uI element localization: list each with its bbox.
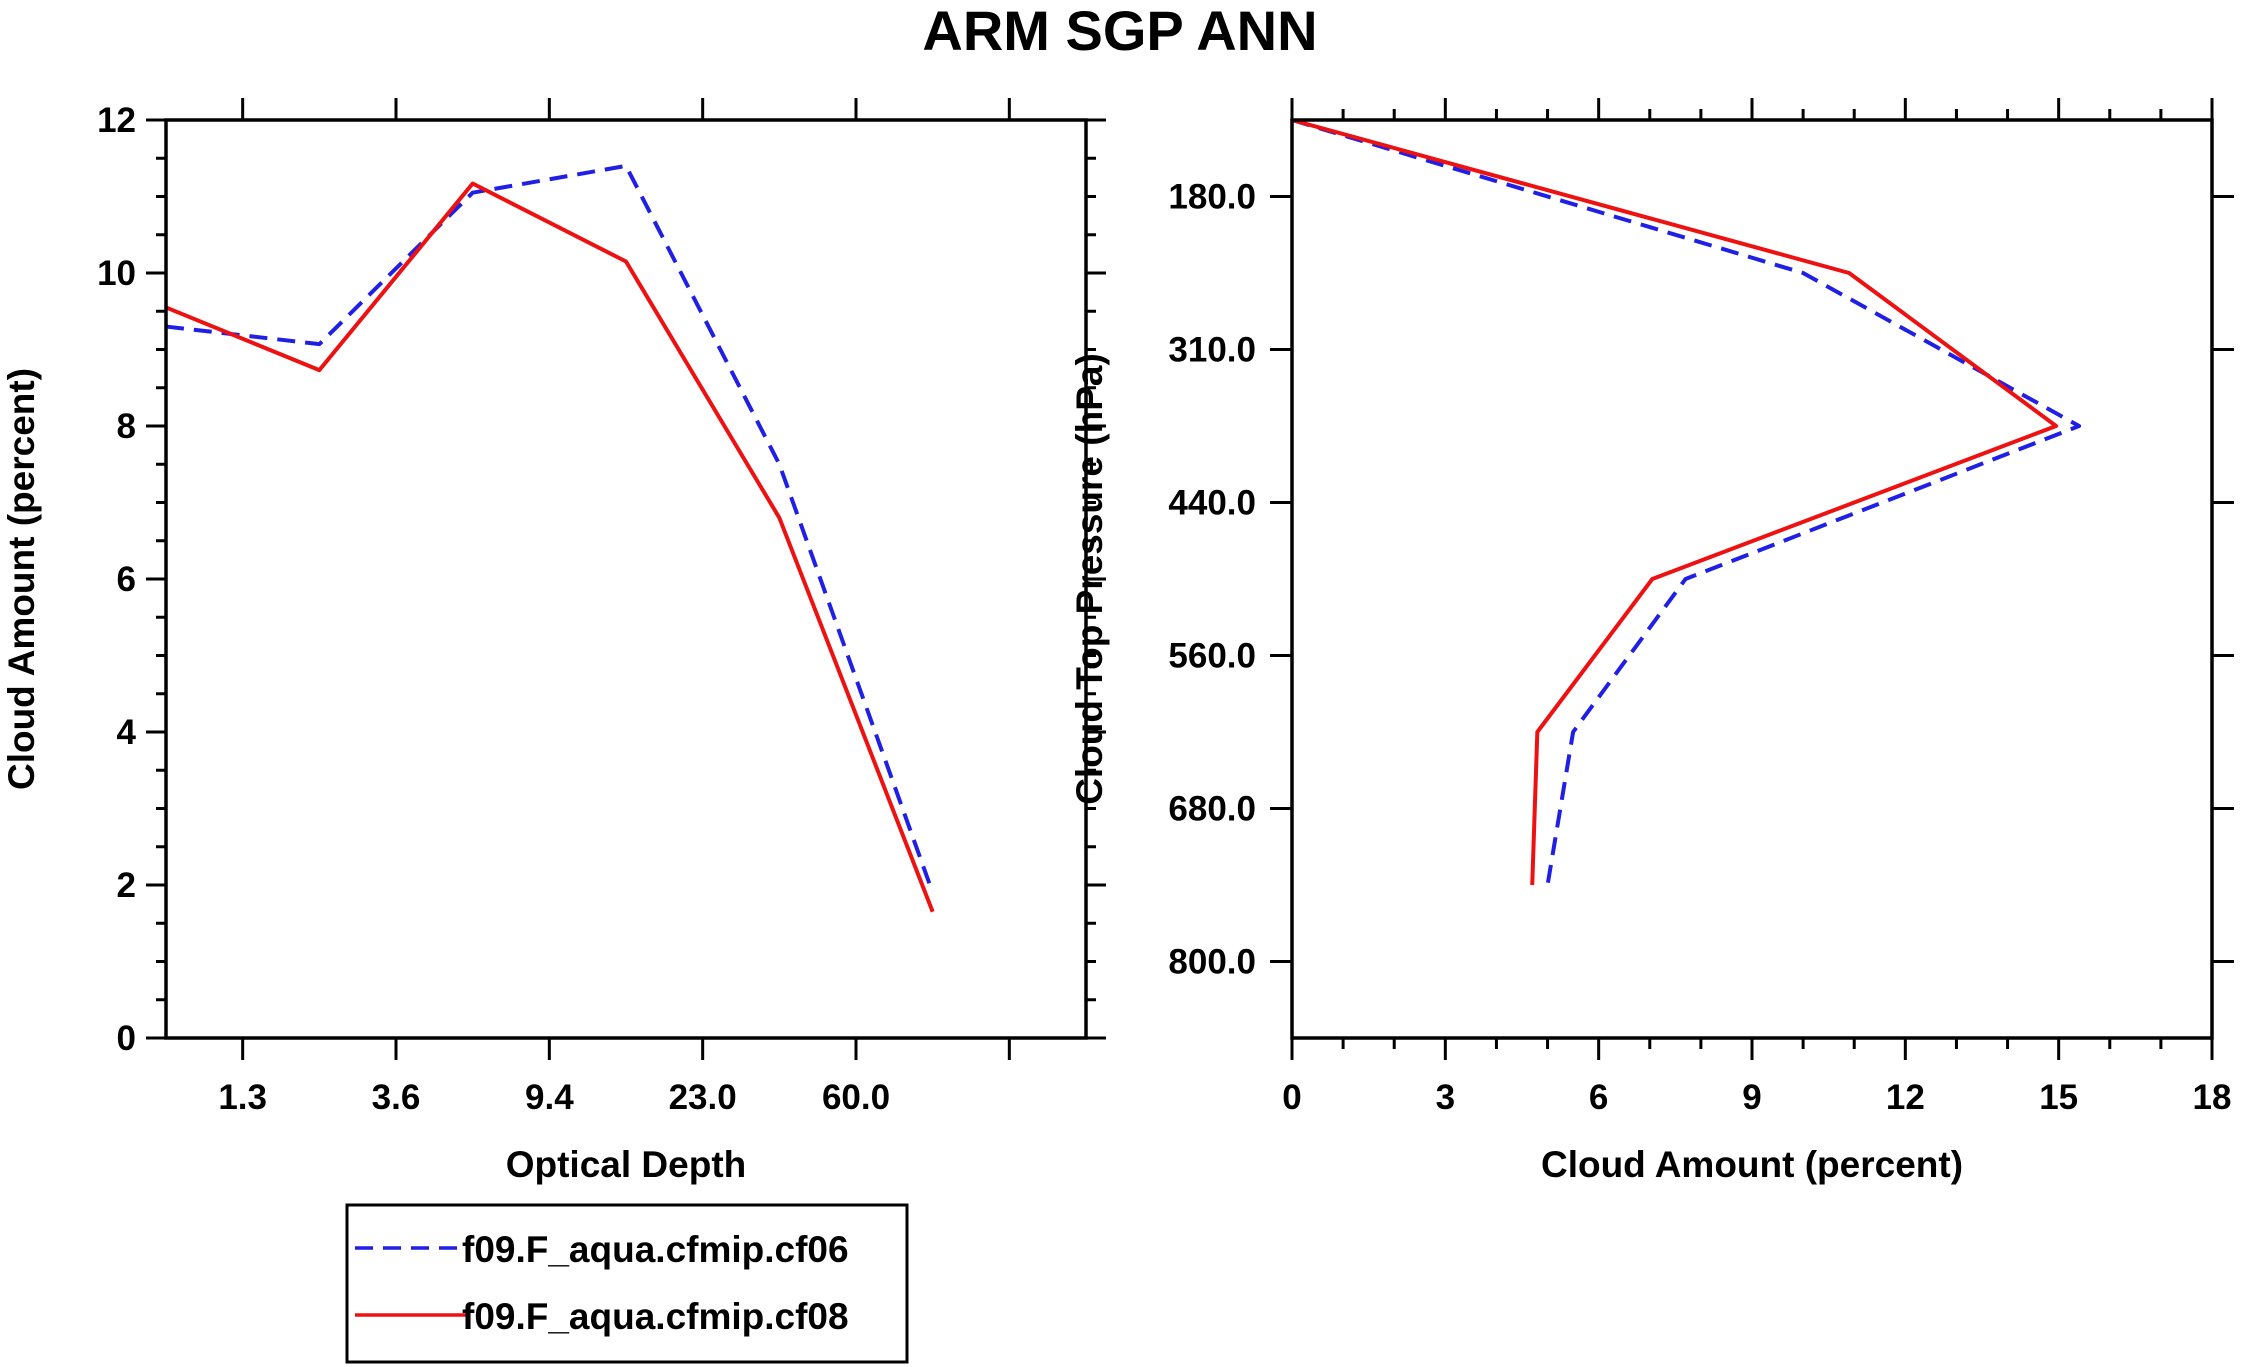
x-tick-label: 0 <box>1282 1078 1301 1117</box>
left-panel-optical-depth: 0 2 4 6 8 10 12 1.3 3.6 9.4 23.0 60.0 Optical Depth C… <box>1 98 1106 1185</box>
y-tick-label: 680.0 <box>1168 790 1256 829</box>
plot-frame <box>1290 118 2214 1040</box>
y-tick-label: 180.0 <box>1168 178 1256 217</box>
legend: f09.F_aqua.cfmip.cf06 f09.F_aqua.cfmip.c… <box>345 1203 909 1364</box>
figure-title: ARM SGP ANN <box>922 0 1317 62</box>
y-tick-label: 8 <box>117 407 136 446</box>
x-axis-label: Optical Depth <box>506 1144 747 1185</box>
y-tick-label: 800.0 <box>1168 943 1256 982</box>
y-tick-label: 6 <box>117 560 136 599</box>
y-tick-label: 2 <box>117 866 136 905</box>
y-tick-label: 0 <box>117 1019 136 1058</box>
series-line-cf08 <box>1291 118 2059 886</box>
x-tick-label: 9 <box>1742 1078 1761 1117</box>
x-tick-label: 9.4 <box>525 1078 574 1117</box>
x-tick-label: 60.0 <box>822 1078 890 1117</box>
x-axis-label: Cloud Amount (percent) <box>1541 1144 1963 1185</box>
series-line-cf08 <box>165 181 935 913</box>
right-panel-cloud-top-pressure: 0 3 6 9 12 15 18 180.0 310.0 440.0 560.0 680.0 800.0… <box>1069 98 2234 1185</box>
y-axis-label: Cloud Top Pressure (hPa) <box>1069 353 1110 805</box>
series-line-cf06 <box>165 163 935 894</box>
series-line-cf06 <box>1291 118 2082 886</box>
x-tick-label: 15 <box>2039 1078 2078 1117</box>
x-tick-label: 1.3 <box>218 1078 267 1117</box>
y-axis-label: Cloud Amount (percent) <box>1 368 42 790</box>
y-tick-label: 10 <box>97 254 136 293</box>
plot-frame <box>164 118 1088 1040</box>
x-tick-label: 23.0 <box>669 1078 737 1117</box>
x-tick-label: 3.6 <box>372 1078 421 1117</box>
x-tick-label: 3 <box>1436 1078 1455 1117</box>
x-tick-label: 18 <box>2193 1078 2232 1117</box>
legend-label-series-a: f09.F_aqua.cfmip.cf06 <box>462 1229 849 1270</box>
legend-label-series-b: f09.F_aqua.cfmip.cf08 <box>462 1296 849 1337</box>
y-tick-label: 4 <box>117 713 137 752</box>
y-tick-label: 440.0 <box>1168 484 1256 523</box>
y-tick-label: 560.0 <box>1168 637 1256 676</box>
x-tick-label: 12 <box>1886 1078 1925 1117</box>
x-tick-label: 6 <box>1589 1078 1608 1117</box>
y-tick-label: 310.0 <box>1168 331 1256 370</box>
y-tick-label: 12 <box>97 101 136 140</box>
legend-box <box>345 1203 909 1364</box>
